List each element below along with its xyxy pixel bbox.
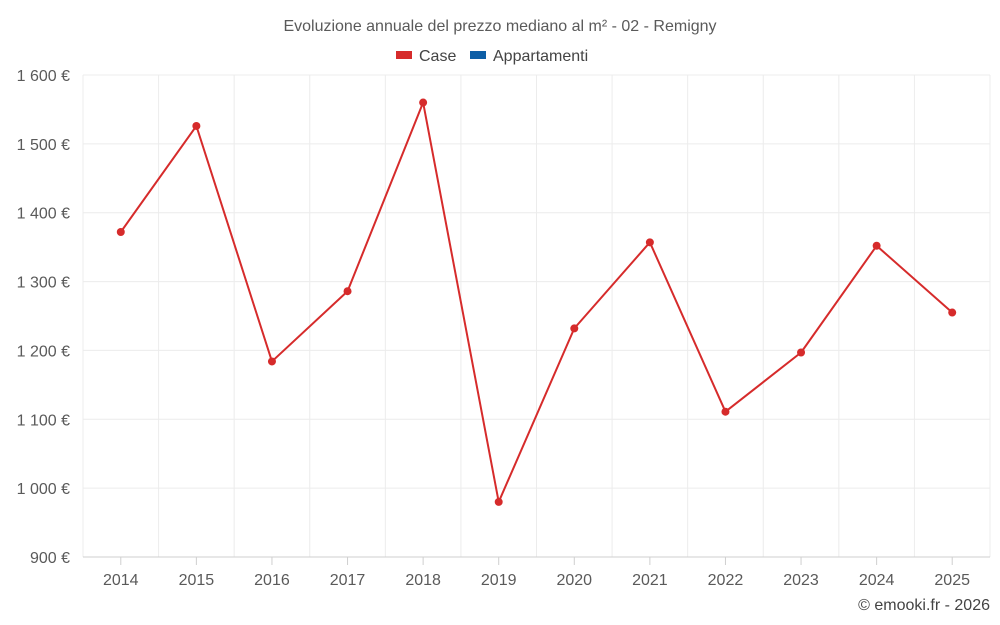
axes: 900 € 1 000 € 1 100 € 1 200 € 1 300 € 1 400 €…: [17, 68, 990, 589]
data-point[interactable]: [494, 497, 503, 506]
data-point[interactable]: [797, 348, 806, 357]
data-point[interactable]: [343, 287, 352, 296]
data-point[interactable]: [721, 407, 730, 416]
data-point[interactable]: [948, 308, 957, 317]
series-layer: [116, 98, 957, 506]
x-tick-label: 2024: [859, 572, 895, 589]
data-point[interactable]: [116, 227, 125, 236]
x-tick-label: 2015: [179, 572, 215, 589]
data-point[interactable]: [192, 121, 201, 130]
y-tick-label: 1 600 €: [17, 68, 70, 85]
data-point[interactable]: [419, 98, 428, 107]
x-tick-label: 2017: [330, 572, 366, 589]
x-tick-label: 2022: [708, 572, 744, 589]
x-tick-label: 2025: [934, 572, 970, 589]
data-point[interactable]: [872, 241, 881, 250]
x-tick-label: 2016: [254, 572, 290, 589]
legend-item-appartamenti[interactable]: Appartamenti: [470, 48, 588, 65]
series-line-case: [119, 101, 953, 503]
legend-label-appartamenti: Appartamenti: [493, 48, 588, 65]
legend-swatch-appartamenti: [470, 51, 486, 59]
y-tick-label: 900 €: [30, 550, 70, 567]
y-tick-label: 1 200 €: [17, 343, 70, 360]
x-tick-label: 2018: [405, 572, 441, 589]
x-tick-label: 2023: [783, 572, 819, 589]
y-tick-label: 1 400 €: [17, 206, 70, 223]
y-tick-label: 1 100 €: [17, 412, 70, 429]
x-tick-label: 2020: [556, 572, 592, 589]
x-tick-label: 2021: [632, 572, 668, 589]
data-point[interactable]: [570, 324, 579, 333]
data-point[interactable]: [645, 238, 654, 247]
legend-label-case: Case: [419, 48, 456, 65]
chart-title: Evoluzione annuale del prezzo mediano al…: [283, 18, 716, 35]
legend-item-case[interactable]: Case: [396, 48, 456, 65]
legend: Case Appartamenti: [396, 48, 588, 65]
y-tick-label: 1 000 €: [17, 481, 70, 498]
data-point[interactable]: [267, 357, 276, 366]
credit-text: © emooki.fr - 2026: [858, 597, 990, 614]
y-tick-label: 1 500 €: [17, 137, 70, 154]
y-tick-label: 1 300 €: [17, 275, 70, 292]
x-tick-label: 2014: [103, 572, 139, 589]
grid: [82, 74, 991, 557]
legend-swatch-case: [396, 51, 412, 59]
x-tick-label: 2019: [481, 572, 517, 589]
